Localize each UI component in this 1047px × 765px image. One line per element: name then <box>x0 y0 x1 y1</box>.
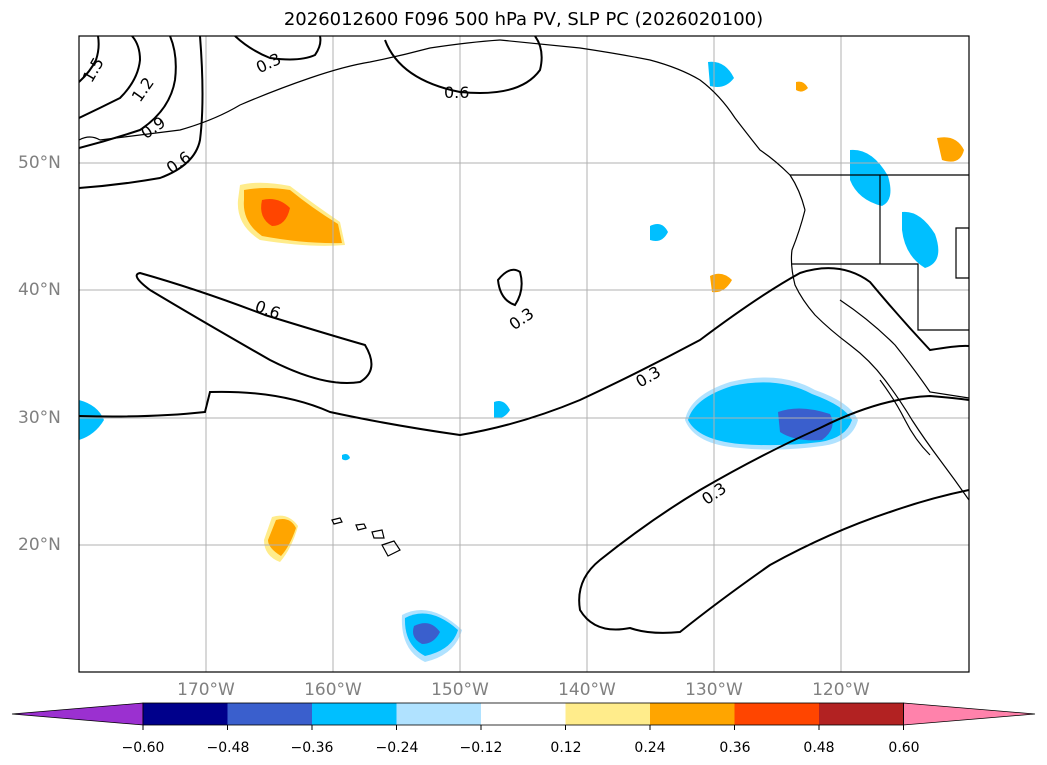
lon-label-120w: 120°W <box>812 680 870 700</box>
lon-label-170w: 170°W <box>177 680 235 700</box>
colorbar-segment <box>227 703 313 725</box>
slp-contours <box>79 36 969 634</box>
lat-label-50n: 50°N <box>18 153 61 173</box>
colorbar-tick-7: 0.36 <box>719 740 751 756</box>
lon-label-140w: 140°W <box>558 680 616 700</box>
colorbar-segment <box>650 703 735 725</box>
lat-label-40n: 40°N <box>18 280 61 300</box>
colorbar <box>11 702 1036 730</box>
map-title: 2026012600 F096 500 hPa PV, SLP PC (2026… <box>283 9 764 30</box>
colorbar-tick-1: −0.48 <box>206 740 250 756</box>
colorbar-tick-2: −0.36 <box>290 740 334 756</box>
colorbar-extend-low <box>11 702 144 726</box>
colorbar-segment <box>396 703 482 725</box>
colorbar-segment <box>734 703 820 725</box>
lon-label-160w: 160°W <box>304 680 362 700</box>
colorbar-segment <box>312 703 397 725</box>
pv-negative-blob-180-30n <box>79 400 104 440</box>
colorbar-segment <box>481 703 566 725</box>
colorbar-tick-9: 0.60 <box>888 740 920 756</box>
map-area: 1.5 1.2 0.9 0.6 0.3 0.6 0.6 0.3 0.3 0.3 <box>79 36 969 672</box>
colorbar-extend-high <box>903 702 1036 726</box>
colorbar-tick-3: −0.24 <box>375 740 419 756</box>
colorbar-tick-4: −0.12 <box>459 740 503 756</box>
colorbar-tick-8: 0.48 <box>803 740 835 756</box>
graticule <box>79 36 969 672</box>
lon-label-130w: 130°W <box>685 680 743 700</box>
coastlines <box>79 39 969 557</box>
colorbar-segment <box>819 703 904 725</box>
colorbar-segment <box>143 703 228 725</box>
contour-label-6: 0.6 <box>444 83 469 102</box>
lat-label-30n: 30°N <box>18 408 61 428</box>
lat-label-20n: 20°N <box>18 535 61 555</box>
colorbar-frame <box>142 702 904 726</box>
colorbar-segment <box>565 703 651 725</box>
colorbar-tick-5: 0.12 <box>550 740 582 756</box>
map-frame <box>78 35 970 673</box>
pv-shading <box>79 61 964 662</box>
lon-label-150w: 150°W <box>431 680 489 700</box>
colorbar-tick-6: 0.24 <box>634 740 666 756</box>
colorbar-tick-0: −0.60 <box>121 740 165 756</box>
